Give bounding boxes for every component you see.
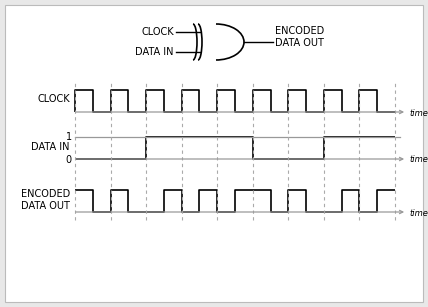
Text: CLOCK: CLOCK — [37, 94, 70, 104]
Text: time: time — [409, 108, 428, 118]
Text: DATA IN: DATA IN — [136, 47, 174, 57]
Text: DATA IN: DATA IN — [32, 142, 70, 152]
Text: 0: 0 — [66, 155, 72, 165]
Text: time: time — [409, 208, 428, 217]
Text: ENCODED
DATA OUT: ENCODED DATA OUT — [21, 189, 70, 211]
Text: ENCODED
DATA OUT: ENCODED DATA OUT — [275, 26, 324, 48]
FancyBboxPatch shape — [5, 5, 423, 302]
Text: 1: 1 — [66, 132, 72, 142]
Text: CLOCK: CLOCK — [141, 27, 174, 37]
Text: time: time — [409, 156, 428, 165]
